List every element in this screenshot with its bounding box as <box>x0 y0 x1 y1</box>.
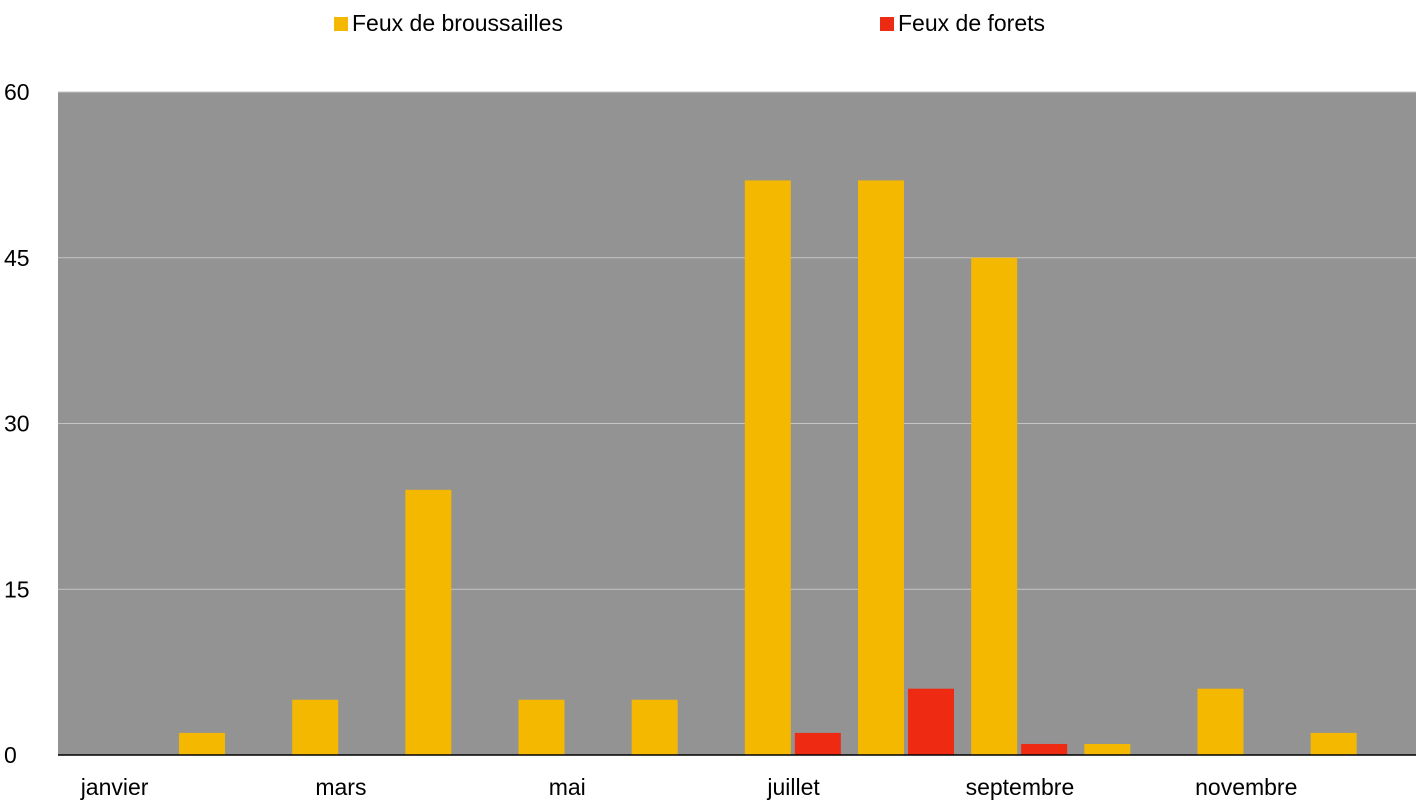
x-tick-label: mars <box>315 774 366 800</box>
bar-broussailles-5 <box>744 180 791 755</box>
y-axis-ticks: 0 15 30 45 60 <box>4 79 30 768</box>
x-tick-label: mai <box>549 774 586 800</box>
x-tick-label: novembre <box>1195 774 1297 800</box>
legend-label-forets: Feux de forets <box>898 10 1046 36</box>
legend: Feux de broussailles Feux de forets <box>0 10 1416 40</box>
y-tick-label: 15 <box>4 576 30 602</box>
bar-broussailles-10 <box>1310 732 1357 755</box>
x-tick-label: janvier <box>80 774 149 800</box>
bar-broussailles-9 <box>1197 688 1244 755</box>
bar-broussailles-8 <box>1084 743 1131 755</box>
legend-item-broussailles: Feux de broussailles <box>334 10 563 37</box>
bar-forets-5 <box>794 732 841 755</box>
legend-swatch-forets <box>880 16 894 31</box>
y-tick-label: 0 <box>4 742 17 768</box>
legend-label-broussailles: Feux de broussailles <box>352 10 563 36</box>
gridlines <box>58 91 1416 590</box>
y-tick-label: 60 <box>4 79 30 105</box>
x-tick-label: septembre <box>966 774 1075 800</box>
y-tick-label: 45 <box>4 245 30 271</box>
bar-forets-6 <box>908 688 954 755</box>
bar-broussailles-2 <box>405 489 452 755</box>
legend-item-forets: Feux de forets <box>880 10 1045 37</box>
bar-broussailles-1 <box>292 699 339 755</box>
legend-swatch-broussailles <box>334 16 348 31</box>
bar-broussailles-3 <box>518 699 565 755</box>
x-tick-label: juillet <box>766 774 820 800</box>
bar-broussailles-4 <box>631 699 678 755</box>
bar-forets-7 <box>1021 743 1068 755</box>
y-tick-label: 30 <box>4 411 30 437</box>
bar-broussailles-7 <box>971 257 1018 755</box>
x-axis-ticks: janvier mars mai juillet septembre novembre <box>80 774 1298 800</box>
bar-broussailles-6 <box>858 180 904 755</box>
bar-broussailles-0 <box>179 732 225 755</box>
bars <box>179 180 1357 755</box>
